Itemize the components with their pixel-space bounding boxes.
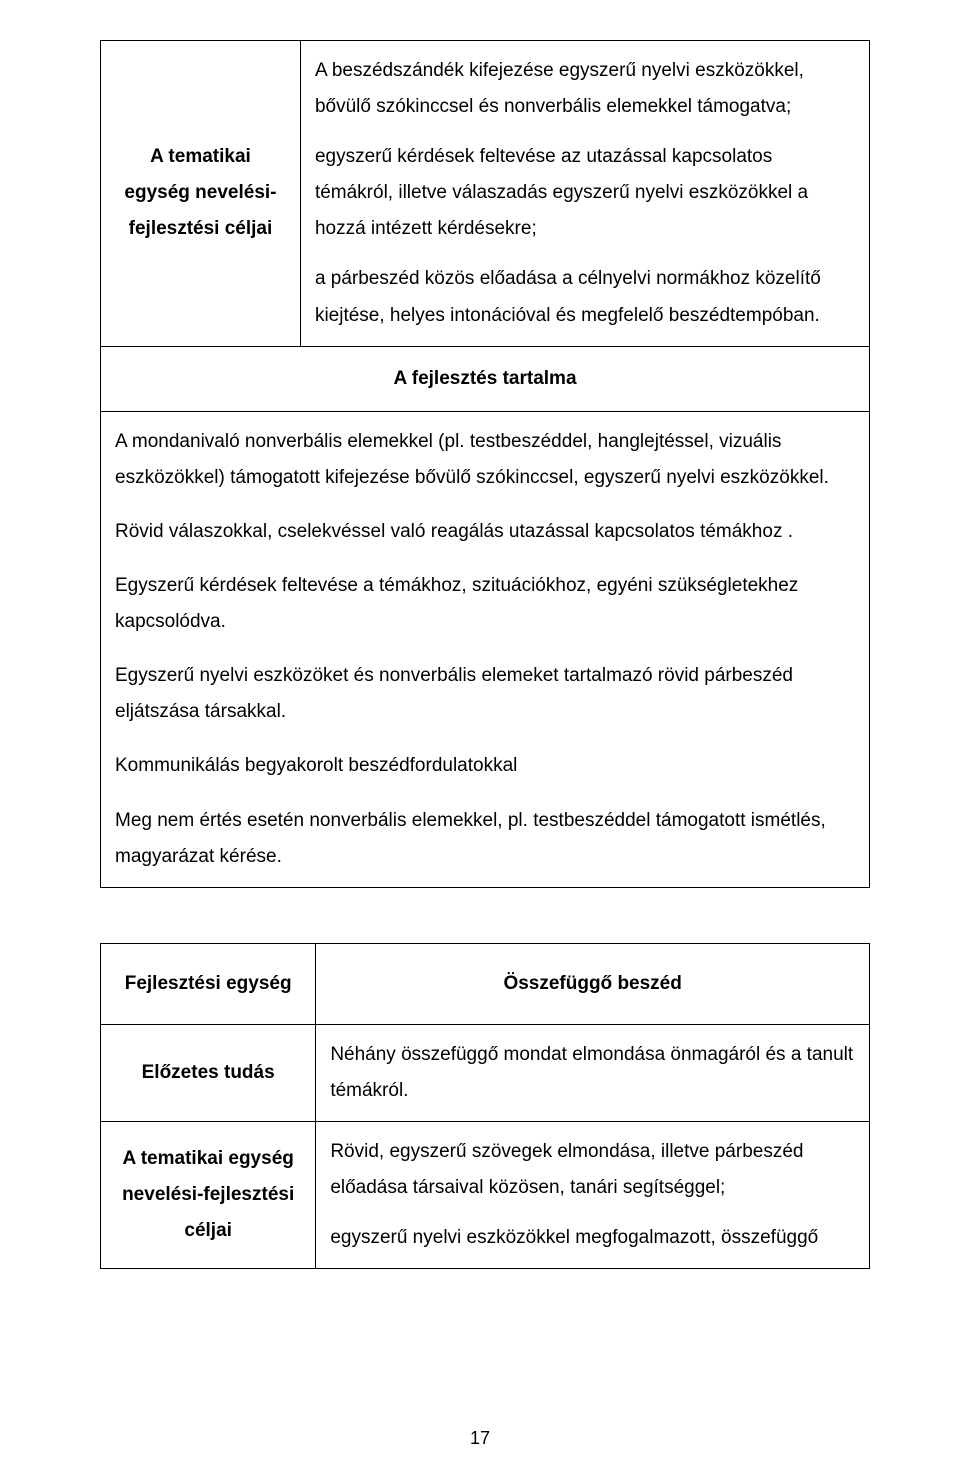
t1-body-p1: A mondanivaló nonverbális elemekkel (pl.…	[115, 424, 855, 496]
t1-body-p3: Egyszerű kérdések feltevése a témákhoz, …	[115, 568, 855, 640]
t1-body-p5: Kommunikálás begyakorolt beszédfordulato…	[115, 748, 855, 784]
table-row: A tematikai egység nevelési-fejlesztési …	[101, 41, 870, 347]
t2-r1-left: Fejlesztési egység	[101, 943, 316, 1024]
t1-body-p6: Meg nem értés esetén nonverbális elemekk…	[115, 803, 855, 875]
t1-body-p2: Rövid válaszokkal, cselekvéssel való rea…	[115, 514, 855, 550]
table-row: Fejlesztési egység Összefüggő beszéd	[101, 943, 870, 1024]
page-container: A tematikai egység nevelési-fejlesztési …	[0, 0, 960, 1477]
t1-body-p4: Egyszerű nyelvi eszközöket és nonverbáli…	[115, 658, 855, 730]
page-number: 17	[0, 1428, 960, 1449]
t1-section-title: A fejlesztés tartalma	[101, 346, 870, 411]
table-2: Fejlesztési egység Összefüggő beszéd Elő…	[100, 943, 870, 1270]
table-row: A tematikai egység nevelési-fejlesztési …	[101, 1121, 870, 1268]
t2-r3-left: A tematikai egység nevelési-fejlesztési …	[101, 1121, 316, 1268]
t2-r3-right: Rövid, egyszerű szövegek elmondása, ille…	[316, 1121, 870, 1268]
table-1: A tematikai egység nevelési-fejlesztési …	[100, 40, 870, 888]
t2-r1-right: Összefüggő beszéd	[316, 943, 870, 1024]
table-row: Előzetes tudás Néhány összefüggő mondat …	[101, 1024, 870, 1121]
t2-r3-right-p2: egyszerű nyelvi eszközökkel megfogalmazo…	[330, 1220, 855, 1256]
t1-right-goals: A beszédszándék kifejezése egyszerű nyel…	[300, 41, 869, 347]
t1-left-header: A tematikai egység nevelési-fejlesztési …	[101, 41, 301, 347]
t1-right-p1: A beszédszándék kifejezése egyszerű nyel…	[315, 53, 855, 125]
t2-r3-right-p1: Rövid, egyszerű szövegek elmondása, ille…	[330, 1134, 855, 1206]
t2-r2-right: Néhány összefüggő mondat elmondása önmag…	[316, 1024, 870, 1121]
t1-content-body: A mondanivaló nonverbális elemekkel (pl.…	[101, 411, 870, 887]
t1-right-p2: egyszerű kérdések feltevése az utazással…	[315, 139, 855, 247]
t1-right-p3: a párbeszéd közös előadása a célnyelvi n…	[315, 261, 855, 333]
t2-r2-left: Előzetes tudás	[101, 1024, 316, 1121]
table-row: A fejlesztés tartalma	[101, 346, 870, 411]
table-row: A mondanivaló nonverbális elemekkel (pl.…	[101, 411, 870, 887]
